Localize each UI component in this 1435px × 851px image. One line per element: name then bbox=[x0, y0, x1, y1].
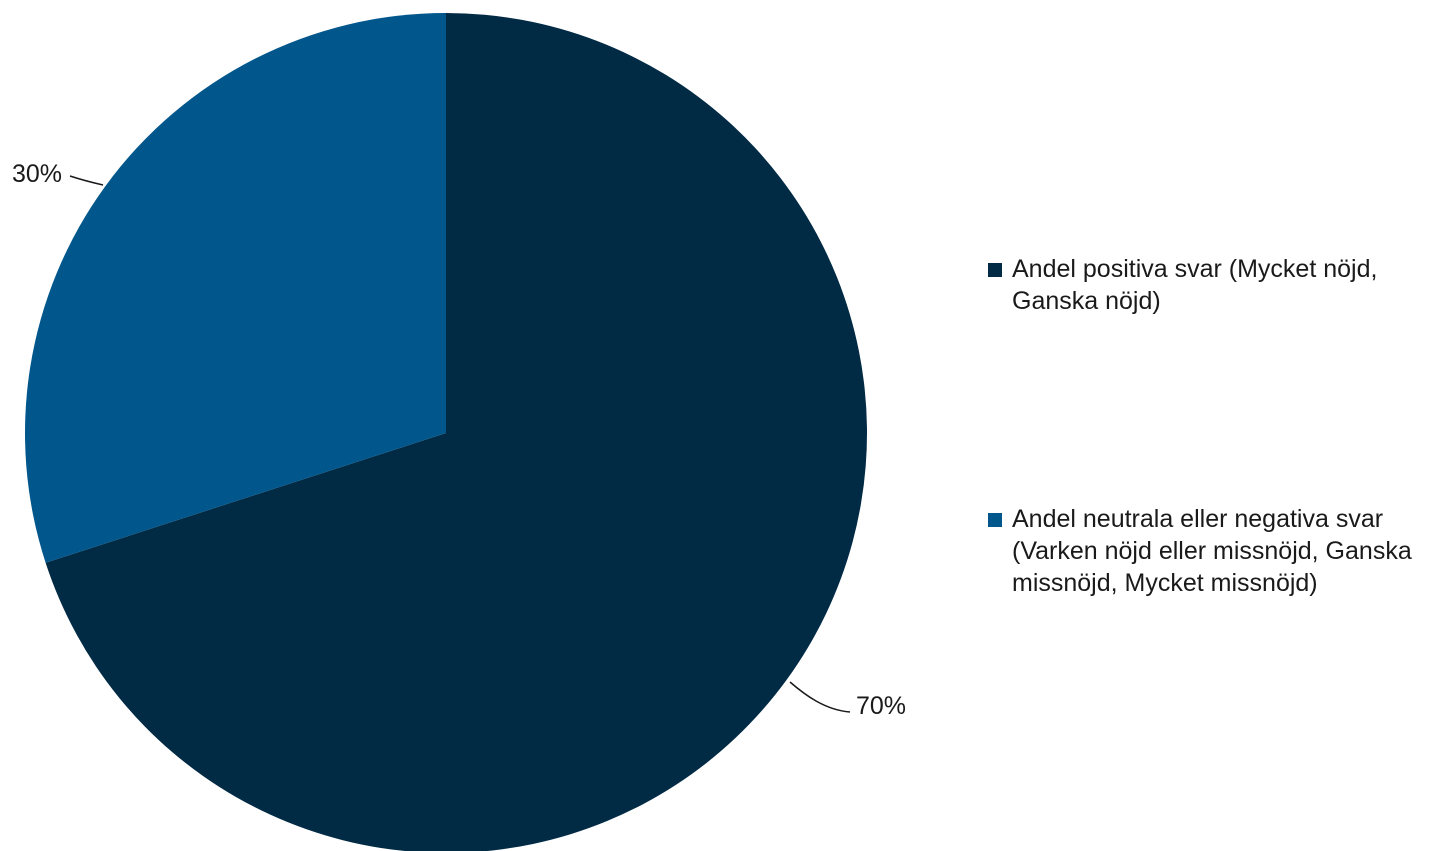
legend-item-positive: Andel positiva svar (Mycket nöjd, Ganska… bbox=[988, 253, 1428, 317]
legend: Andel positiva svar (Mycket nöjd, Ganska… bbox=[988, 253, 1428, 599]
legend-label-neutral-negative: Andel neutrala eller negativa svar (Vark… bbox=[1012, 505, 1412, 597]
slice-label-positive: 70% bbox=[856, 692, 906, 720]
leader-line-positive bbox=[789, 681, 851, 713]
pie-slices bbox=[24, 13, 867, 851]
legend-swatch-neutral-negative bbox=[988, 513, 1002, 527]
slice-label-neutral-negative: 30% bbox=[12, 160, 62, 188]
pie-labels: 30% 70% bbox=[12, 160, 906, 720]
legend-item-neutral-negative: Andel neutrala eller negativa svar (Vark… bbox=[988, 503, 1428, 599]
pie-slice-neutral-negative bbox=[24, 13, 447, 563]
leader-line-neutral-negative bbox=[69, 175, 104, 186]
legend-label-positive: Andel positiva svar (Mycket nöjd, Ganska… bbox=[1012, 255, 1378, 315]
legend-swatch-positive bbox=[988, 263, 1002, 277]
pie-slice-positive bbox=[45, 13, 867, 851]
